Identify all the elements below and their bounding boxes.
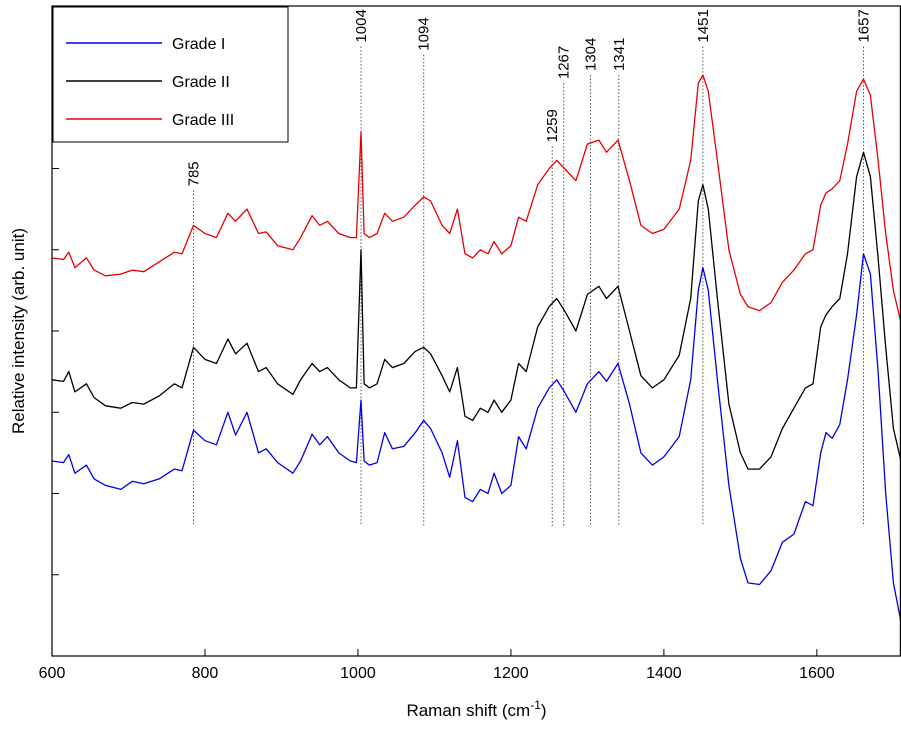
legend-label: Grade II (172, 74, 230, 91)
x-tick-label: 600 (39, 665, 66, 682)
x-tick-label: 1600 (799, 665, 835, 682)
peak-label-785: 785 (186, 161, 203, 186)
x-tick-label: 1000 (340, 665, 376, 682)
x-axis-title: Raman shift (cm-1) (406, 698, 546, 720)
x-axis-title-superscript: -1 (530, 698, 541, 712)
peak-label-1267: 1267 (556, 46, 573, 79)
x-axis-title-close: ) (541, 701, 547, 720)
y-axis-ticks (52, 86, 59, 576)
peak-label-1304: 1304 (582, 38, 599, 71)
peak-label-1341: 1341 (611, 38, 628, 71)
x-axis-title-main: Raman shift (cm (406, 701, 530, 720)
peak-labels: 785 1004 1094 1259 1267 1304 1341 1451 1657 (186, 9, 873, 186)
legend-label: Grade I (172, 36, 225, 53)
series-line-grade-ii (51, 151, 901, 470)
series-lines (51, 74, 901, 623)
peak-label-1259: 1259 (544, 109, 561, 142)
peak-marker-lines (193, 46, 865, 526)
peak-label-1657: 1657 (856, 9, 873, 42)
legend: Grade I Grade II Grade III (52, 6, 289, 143)
x-axis-ticks: 600 800 1000 1200 1400 1600 (39, 649, 835, 682)
y-axis-title: Relative intensity (arb. unit) (9, 228, 28, 434)
peak-label-1004: 1004 (353, 9, 370, 42)
legend-box (52, 6, 289, 143)
series-line-grade-iii (51, 74, 901, 324)
peak-label-1094: 1094 (416, 17, 433, 50)
legend-label: Grade III (172, 112, 234, 129)
peak-label-1451: 1451 (695, 9, 712, 42)
x-tick-label: 1200 (493, 665, 529, 682)
x-tick-label: 800 (192, 665, 219, 682)
x-tick-label: 1400 (646, 665, 682, 682)
series-line-grade-i (51, 253, 901, 623)
